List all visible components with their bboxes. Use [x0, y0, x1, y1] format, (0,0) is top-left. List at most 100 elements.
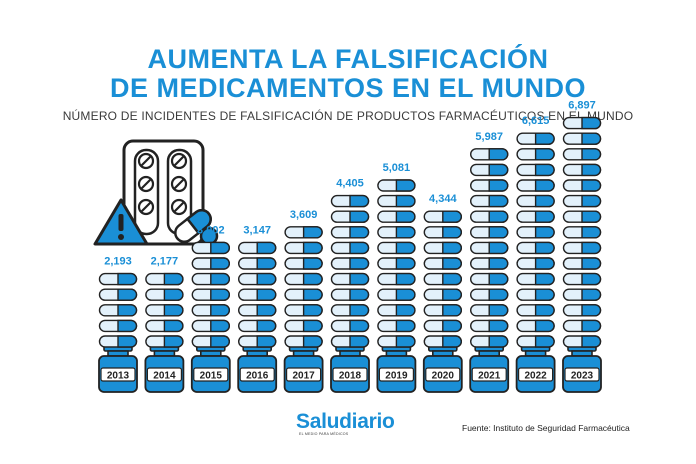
value-label: 5,987	[475, 131, 503, 143]
value-label: 3,609	[290, 209, 318, 221]
pill-unit	[423, 257, 462, 270]
bottle	[376, 344, 417, 393]
year-label: 2016	[246, 371, 269, 382]
title-line-1: AUMENTA LA FALSIFICACIÓN	[147, 44, 549, 74]
pill-unit	[330, 210, 370, 223]
pill-unit	[562, 335, 602, 348]
value-label: 4,405	[336, 178, 364, 190]
brand-logo: Saludiario	[296, 410, 395, 433]
year-label: 2015	[200, 371, 223, 382]
pill-unit	[377, 319, 416, 333]
pill-unit	[377, 335, 416, 348]
year-label: 2020	[432, 371, 455, 382]
pill-unit	[237, 241, 277, 255]
pill-unit	[330, 335, 370, 348]
value-label: 6,897	[568, 100, 596, 112]
pill-unit	[516, 163, 555, 177]
year-label: 2018	[339, 371, 362, 382]
pill-unit	[470, 226, 509, 239]
pill-unit	[516, 226, 555, 239]
pill-unit	[191, 272, 231, 286]
value-label: 4,344	[429, 193, 457, 205]
capsule-icon	[174, 208, 219, 246]
pill-unit	[98, 319, 138, 333]
pill-unit	[470, 241, 509, 255]
bottle	[283, 344, 324, 393]
bottle	[562, 344, 602, 393]
pill-unit	[377, 194, 416, 208]
pill-unit	[377, 226, 416, 239]
pill-unit	[237, 272, 277, 286]
pill-unit	[377, 272, 416, 286]
pill-unit	[377, 179, 416, 192]
pill-unit	[562, 241, 602, 255]
pill-unit	[284, 257, 323, 270]
pill-unit	[377, 241, 416, 255]
pill-unit	[562, 304, 602, 317]
pill-unit	[562, 319, 602, 333]
pill-unit	[562, 148, 602, 161]
pill-unit	[284, 241, 323, 255]
pill-unit	[562, 226, 602, 239]
pill-unit	[330, 272, 370, 286]
value-label: 2,177	[151, 256, 179, 268]
pill-unit	[562, 257, 602, 270]
pill-unit	[98, 335, 138, 348]
pill-unit	[470, 319, 509, 333]
pill-unit	[98, 288, 138, 301]
pill-unit	[470, 163, 509, 177]
pill-unit	[516, 319, 555, 333]
pill-unit	[562, 194, 602, 208]
pill-unit	[516, 335, 555, 348]
source-note: Fuente: Instituto de Seguridad Farmacéut…	[462, 423, 630, 433]
pill-unit	[377, 257, 416, 270]
bottle	[515, 344, 556, 393]
pill-unit	[330, 288, 370, 301]
pill-unit	[330, 194, 370, 208]
pill-unit	[284, 288, 323, 301]
year-label: 2023	[571, 371, 594, 382]
pill-unit	[145, 288, 184, 301]
year-label: 2019	[385, 371, 408, 382]
pill-unit	[330, 304, 370, 317]
pill-unit	[377, 304, 416, 317]
pill-unit	[423, 210, 462, 223]
value-label: 6,615	[522, 115, 550, 127]
pill-unit	[423, 288, 462, 301]
pill-unit	[516, 288, 555, 301]
pill-unit	[191, 319, 231, 333]
pill-unit	[516, 132, 555, 145]
year-label: 2013	[107, 371, 130, 382]
pill-unit	[470, 304, 509, 317]
pill-unit	[516, 210, 555, 223]
pill-unit	[237, 288, 277, 301]
pill-unit	[516, 241, 555, 255]
pill-unit	[516, 194, 555, 208]
pill-unit	[330, 257, 370, 270]
pill-unit	[470, 210, 509, 223]
pill-unit	[562, 272, 602, 286]
year-label: 2022	[524, 371, 547, 382]
pill-unit	[470, 148, 509, 161]
pill-unit	[284, 226, 323, 239]
pill-unit	[191, 335, 231, 348]
pill-unit	[423, 335, 462, 348]
pill-unit	[516, 179, 555, 192]
pill-unit	[191, 257, 231, 270]
pill-blister-icon	[122, 139, 205, 246]
pill-unit	[562, 210, 602, 223]
pill-unit	[98, 304, 138, 317]
pill-unit	[284, 335, 323, 348]
pill-unit	[237, 257, 277, 270]
bottle	[469, 344, 510, 393]
pill-unit	[516, 257, 555, 270]
pill-unit	[423, 272, 462, 286]
pill-unit	[145, 304, 184, 317]
pill-unit	[562, 132, 602, 145]
pill-unit	[470, 257, 509, 270]
pill-unit	[470, 335, 509, 348]
year-label: 2014	[153, 371, 176, 382]
pill-unit	[377, 210, 416, 223]
pill-unit	[191, 288, 231, 301]
